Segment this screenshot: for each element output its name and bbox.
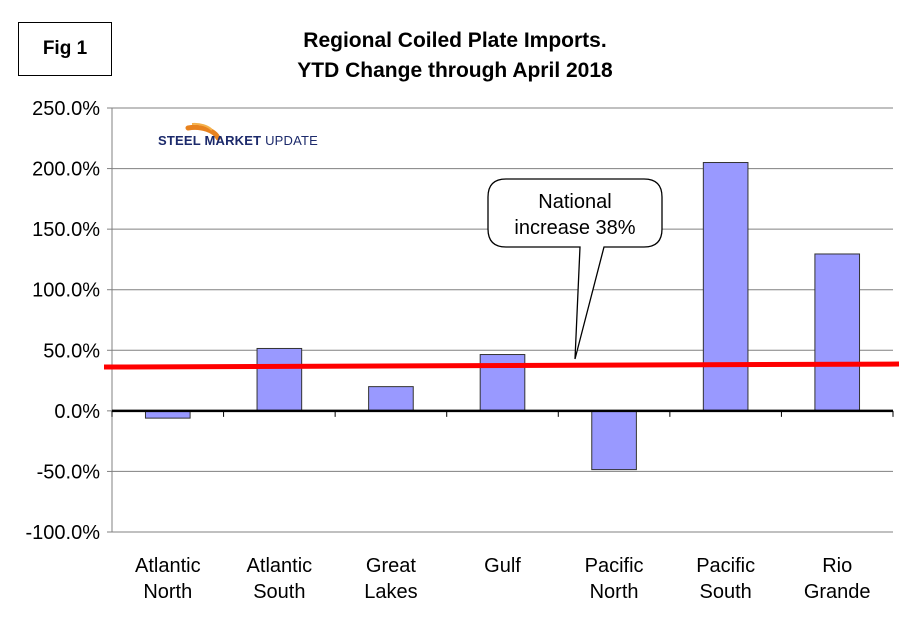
bar [256,347,303,412]
x-tick-label: Lakes [364,581,417,603]
y-tick-label: 100.0% [32,280,100,302]
gridlines [112,107,893,533]
y-axis: -100.0% -50.0% 0.0% 50.0% 100.0% 150.0% 200.0%… [26,98,894,544]
chart-title-line-1: Regional Coiled Plate Imports. [303,29,607,52]
x-axis-labels: Atlantic North Atlantic South Great Lakes Gulf… [135,555,871,603]
logo-word-1: STEEL MARKET [158,133,262,148]
steel-market-update-logo-icon [185,122,221,141]
bar [368,386,414,412]
figure-label: Fig 1 [18,22,112,76]
x-tick-label: North [590,581,639,603]
national-average-line [103,361,900,370]
x-tick-label: Great [366,555,416,577]
chart-title-line-2: YTD Change through April 2018 [297,59,613,82]
bar [702,162,749,412]
x-tick-label: Pacific [585,555,644,577]
x-tick-label: Grande [804,581,871,603]
bar [591,410,637,471]
y-tick-label: 250.0% [32,98,100,120]
x-tick-label: Pacific [696,555,755,577]
y-tick-label: 200.0% [32,159,100,181]
y-tick-label: -50.0% [37,461,101,483]
x-tick-label: Atlantic [247,555,313,577]
x-tick-label: Atlantic [135,555,201,577]
x-tick-label: South [700,581,752,603]
bar [814,253,861,412]
chart-title: Regional Coiled Plate Imports. YTD Chang… [220,26,690,86]
x-tick-label: Gulf [484,555,521,577]
y-tick-label: 0.0% [54,401,100,423]
reference-line [103,361,900,370]
x-tick-label: North [143,581,192,603]
y-tick-label: -100.0% [26,522,101,544]
callout-text: increase 38% [514,217,635,239]
logo-word-2: UPDATE [261,133,319,148]
logo-text: STEEL MARKET UPDATE [158,133,318,148]
callout-bubble [487,178,663,360]
callout-text: National [538,191,611,213]
y-tick-label: 150.0% [32,219,100,241]
x-tick-label: South [253,581,305,603]
callout: National increase 38% [487,178,663,360]
x-tick-label: Rio [822,555,852,577]
bars [144,162,861,471]
y-tick-label: 50.0% [43,340,100,362]
